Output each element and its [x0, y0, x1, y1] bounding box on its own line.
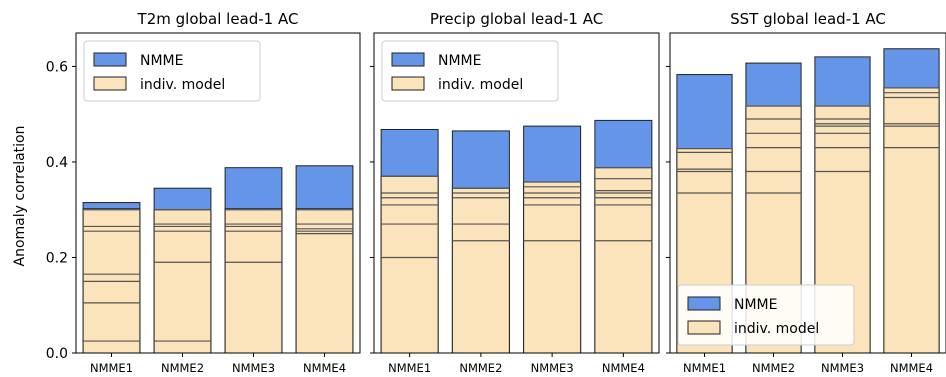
legend-label: NMME: [438, 53, 481, 69]
axes-frame: [373, 32, 660, 354]
legend-label: NMME: [734, 297, 777, 313]
axes-frame: [669, 32, 946, 354]
x-tick-label: NMME1: [90, 361, 133, 375]
y-axis-label: Anomaly correlation: [12, 126, 28, 267]
x-tick-label: NMME2: [161, 361, 204, 375]
legend-swatch-nmme: [391, 52, 425, 67]
x-tick-label: NMME1: [683, 361, 726, 375]
chart-title: SST global lead-1 AC: [730, 10, 886, 28]
x-tick-label: NMME1: [388, 361, 431, 375]
legend-label: NMME: [140, 53, 183, 69]
chart-title: Precip global lead-1 AC: [430, 10, 603, 28]
y-tick-label: 0.0: [46, 346, 68, 362]
legend-swatch-nmme: [93, 52, 127, 67]
indiv-model-bar: [594, 167, 653, 354]
legend-label: indiv. model: [734, 321, 819, 337]
chart-panels: T2m global lead-1 AC 0.0 0.2 0.4 0.6 NMME1 NMM…: [46, 10, 946, 375]
x-tick-label: NMME3: [232, 361, 275, 375]
chart-title: T2m global lead-1 AC: [137, 10, 299, 28]
x-tick-label: NMME3: [821, 361, 864, 375]
panel-3: SST global lead-1 AC NMME1 NMME2 NMME3 NMME4…: [666, 10, 946, 375]
x-tick-label: NMME4: [890, 361, 933, 375]
legend: NMME indiv. model: [381, 40, 559, 102]
panel-1: T2m global lead-1 AC 0.0 0.2 0.4 0.6 NMME1 NMM…: [46, 10, 361, 375]
legend: NMME indiv. model: [83, 40, 261, 102]
legend: NMME indiv. model: [677, 284, 855, 346]
x-tick-label: NMME4: [602, 361, 645, 375]
legend-swatch-indiv: [687, 320, 721, 335]
legend-label: indiv. model: [140, 77, 225, 93]
y-tick-label: 0.6: [46, 59, 68, 75]
indiv-model-bar: [380, 175, 439, 354]
legend-swatch-nmme: [687, 296, 721, 311]
indiv-model-bar: [523, 181, 582, 354]
legend-label: indiv. model: [438, 77, 523, 93]
x-tick-label: NMME2: [752, 361, 795, 375]
x-tick-label: NMME2: [459, 361, 502, 375]
indiv-model-bar: [451, 187, 510, 354]
y-tick-label: 0.4: [46, 155, 68, 171]
indiv-model-bar: [883, 87, 940, 354]
axes-frame: [75, 32, 361, 354]
panel-2: Precip global lead-1 AC NMME1 NMME2 NMME3 NM…: [370, 10, 660, 375]
y-tick-label: 0.2: [46, 250, 68, 266]
x-tick-label: NMME3: [531, 361, 574, 375]
legend-frame: [677, 284, 855, 346]
indiv-model-bar: [224, 208, 283, 354]
legend-swatch-indiv: [391, 76, 425, 91]
legend-frame: [381, 40, 559, 102]
indiv-model-bar: [295, 208, 354, 354]
x-tick-label: NMME4: [303, 361, 346, 375]
legend-frame: [83, 40, 261, 102]
legend-swatch-indiv: [93, 76, 127, 91]
